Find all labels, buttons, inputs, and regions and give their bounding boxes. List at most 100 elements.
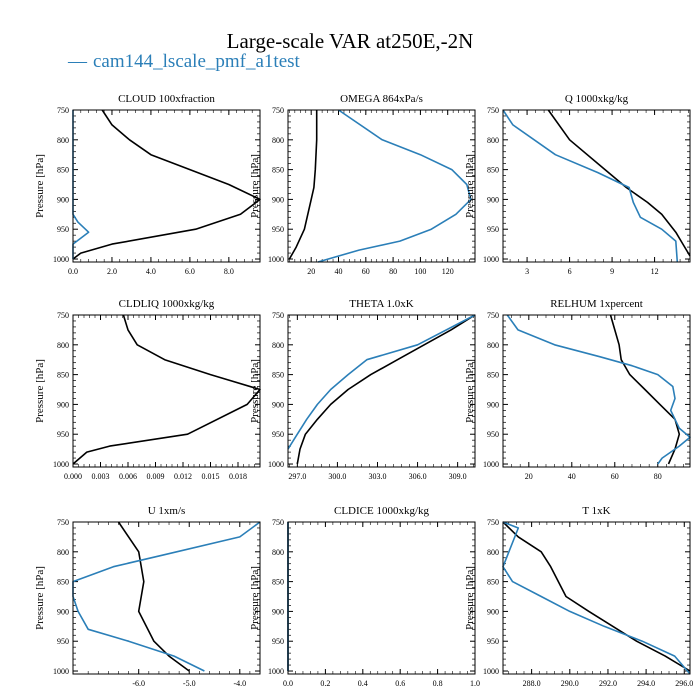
series-line-blue [72, 521, 261, 672]
y-tick-label: 900 [487, 607, 499, 616]
series-line-black [296, 314, 476, 465]
y-tick-label: 1000 [483, 460, 499, 469]
panel-8: T 1xK Pressure [hPa] 750 800 850 900 950 1000 28… [464, 505, 693, 688]
y-tick-label: 800 [272, 548, 284, 557]
y-axis-label: Pressure [hPa] [34, 154, 46, 218]
y-tick-label: 850 [272, 578, 284, 587]
y-tick-label: 900 [272, 607, 284, 616]
panel-title: RELHUM 1xpercent [550, 298, 643, 310]
y-tick-label: 900 [57, 195, 69, 204]
x-tick-label: 4.0 [146, 267, 156, 276]
x-tick-label: 303.0 [368, 472, 386, 481]
x-tick-label: 0.000 [64, 472, 82, 481]
plot-frame [287, 521, 476, 675]
y-axis-label: Pressure [hPa] [464, 566, 476, 630]
y-tick-label: 850 [57, 578, 69, 587]
x-tick-label: 0.018 [229, 472, 247, 481]
y-tick-label: 900 [57, 400, 69, 409]
series-line-black [72, 314, 261, 465]
x-tick-label: 0.0 [68, 267, 78, 276]
y-axis-label: Pressure [hPa] [464, 359, 476, 423]
x-tick-label: 20 [525, 472, 533, 481]
plot-frame [287, 314, 476, 468]
x-tick-label: 80 [389, 267, 397, 276]
plot-frame [72, 314, 261, 468]
x-tick-label: 0.015 [202, 472, 220, 481]
y-tick-label: 900 [272, 400, 284, 409]
plot-frame [502, 109, 691, 263]
x-tick-label: 0.012 [174, 472, 192, 481]
x-tick-label: 296.0 [675, 679, 693, 688]
x-tick-label: 0.8 [433, 679, 443, 688]
y-tick-label: 1000 [53, 460, 69, 469]
x-tick-label: 60 [611, 472, 619, 481]
x-tick-label: 0.003 [92, 472, 110, 481]
y-tick-label: 750 [487, 106, 499, 115]
plot-frame [72, 521, 261, 675]
y-tick-label: 950 [272, 430, 284, 439]
plot-frame [72, 109, 261, 263]
x-tick-label: 294.0 [637, 679, 655, 688]
y-axis-label: Pressure [hPa] [249, 566, 261, 630]
panel-title: U 1xm/s [148, 505, 186, 517]
y-tick-label: 850 [272, 166, 284, 175]
panel-title: OMEGA 864xPa/s [340, 93, 423, 105]
plot-frame [287, 109, 476, 263]
series-line-blue [502, 521, 691, 675]
y-tick-label: 800 [57, 548, 69, 557]
series-line-black [117, 521, 190, 672]
figure-title: Large-scale VAR at250E,-2N [226, 29, 474, 53]
y-tick-label: 900 [57, 607, 69, 616]
x-tick-label: 40 [335, 267, 343, 276]
panel-2: Q 1000xkg/kg Pressure [hPa] 750 800 850 900 95… [464, 93, 691, 276]
panel-7: CLDICE 1000xkg/kg Pressure [hPa] 750 800 850… [249, 505, 480, 688]
y-tick-label: 800 [57, 136, 69, 145]
y-axis-label: Pressure [hPa] [249, 154, 261, 218]
x-tick-label: 2.0 [107, 267, 117, 276]
x-tick-label: 292.0 [599, 679, 617, 688]
x-tick-label: 20 [307, 267, 315, 276]
x-tick-label: 9 [610, 267, 614, 276]
y-tick-label: 1000 [53, 255, 69, 264]
x-tick-label: 0.2 [320, 679, 330, 688]
y-tick-label: 1000 [268, 255, 284, 264]
x-tick-label: 297.0 [288, 472, 306, 481]
panel-6: U 1xm/s Pressure [hPa] 750 800 850 900 950 1000… [34, 505, 261, 688]
x-tick-label: 0.4 [358, 679, 368, 688]
y-axis-label: Pressure [hPa] [464, 154, 476, 218]
x-tick-label: 0.009 [147, 472, 165, 481]
x-tick-label: 300.0 [328, 472, 346, 481]
y-tick-label: 900 [487, 400, 499, 409]
series-line-blue [317, 109, 472, 263]
y-tick-label: 950 [57, 225, 69, 234]
y-tick-label: 950 [57, 430, 69, 439]
y-tick-label: 950 [487, 225, 499, 234]
panel-0: CLOUD 100xfraction Pressure [hPa] 750 800 85… [34, 93, 261, 276]
y-tick-label: 850 [57, 371, 69, 380]
x-tick-label: 120 [442, 267, 454, 276]
x-tick-label: 6.0 [185, 267, 195, 276]
y-axis-label: Pressure [hPa] [34, 359, 46, 423]
panel-1: OMEGA 864xPa/s Pressure [hPa] 750 800 850 900… [249, 93, 476, 276]
y-tick-label: 750 [487, 311, 499, 320]
x-tick-label: 306.0 [409, 472, 427, 481]
legend: — cam144_lscale_pmf_a1test [68, 52, 300, 72]
y-tick-label: 850 [487, 371, 499, 380]
y-tick-label: 850 [272, 371, 284, 380]
y-tick-label: 950 [487, 430, 499, 439]
x-tick-label: 100 [414, 267, 426, 276]
y-tick-label: 850 [487, 166, 499, 175]
y-tick-label: 1000 [53, 667, 69, 676]
y-tick-label: 850 [57, 166, 69, 175]
x-tick-label: 6 [568, 267, 572, 276]
x-tick-label: 0.0 [283, 679, 293, 688]
panel-title: T 1xK [582, 505, 610, 517]
y-tick-label: 850 [487, 578, 499, 587]
panel-title: CLDLIQ 1000xkg/kg [119, 298, 215, 310]
series-line-blue [506, 314, 691, 465]
x-tick-label: 40 [568, 472, 576, 481]
x-tick-label: 12 [651, 267, 659, 276]
y-tick-label: 800 [487, 341, 499, 350]
series-line-black [288, 110, 318, 260]
